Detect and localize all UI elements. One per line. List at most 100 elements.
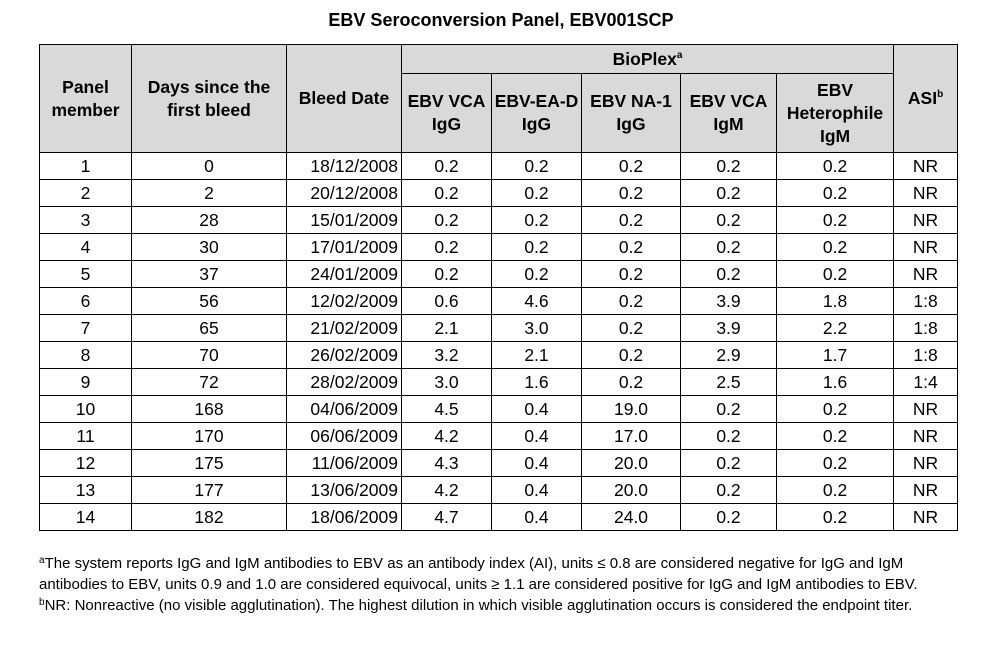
cell-panel-member: 4: [39, 233, 132, 261]
cell-heterophile-igm: 0.2: [775, 260, 895, 288]
cell-bleed-date: 12/02/2009: [286, 287, 402, 315]
cell-vca-igg: 3.2: [401, 341, 492, 369]
cell-panel-member: 1: [39, 152, 132, 180]
cell-asi: NR: [893, 179, 959, 207]
cell-panel-member: 2: [39, 179, 132, 207]
cell-vca-igg: 0.2: [401, 260, 492, 288]
footnotes: aThe system reports IgG and IgM antibodi…: [39, 553, 959, 616]
seroconversion-table: Panel member Days since the first bleed …: [39, 44, 959, 531]
cell-heterophile-igm: 0.2: [775, 476, 895, 504]
page-title: EBV Seroconversion Panel, EBV001SCP: [328, 10, 674, 30]
cell-days: 70: [131, 341, 287, 369]
cell-heterophile-igm: 0.2: [775, 233, 895, 261]
cell-panel-member: 14: [39, 503, 132, 531]
footnote-b-text: NR: Nonreactive (no visible agglutinatio…: [44, 597, 913, 614]
table-row: 5 37 24/01/2009 0.2 0.2 0.2 0.2 0.2 NR: [39, 260, 959, 288]
col-header-days: Days since the first bleed: [131, 44, 287, 153]
cell-asi: NR: [893, 449, 959, 477]
cell-ea-d-igg: 0.2: [491, 152, 582, 180]
cell-ea-d-igg: 0.2: [491, 206, 582, 234]
cell-bleed-date: 24/01/2009: [286, 260, 402, 288]
table-row: 6 56 12/02/2009 0.6 4.6 0.2 3.9 1.8 1:8: [39, 287, 959, 315]
cell-na1-igg: 0.2: [581, 287, 681, 315]
cell-vca-igm: 2.5: [680, 368, 777, 396]
table-row: 12 175 11/06/2009 4.3 0.4 20.0 0.2 0.2 NR: [39, 449, 959, 477]
table-body: 1 0 18/12/2008 0.2 0.2 0.2 0.2 0.2 NR 2 2 20/12/200…: [39, 152, 959, 531]
cell-bleed-date: 17/01/2009: [286, 233, 402, 261]
cell-heterophile-igm: 0.2: [775, 179, 895, 207]
cell-asi: NR: [893, 395, 959, 423]
col-header-vca-igg: EBV VCA IgG: [401, 73, 492, 153]
table-row: 10 168 04/06/2009 4.5 0.4 19.0 0.2 0.2 NR: [39, 395, 959, 423]
cell-panel-member: 13: [39, 476, 132, 504]
table-row: 9 72 28/02/2009 3.0 1.6 0.2 2.5 1.6 1:4: [39, 368, 959, 396]
footnote-b-mark: b: [39, 597, 45, 608]
cell-panel-member: 3: [39, 206, 132, 234]
cell-bleed-date: 20/12/2008: [286, 179, 402, 207]
cell-vca-igm: 0.2: [680, 395, 777, 423]
table-row: 4 30 17/01/2009 0.2 0.2 0.2 0.2 0.2 NR: [39, 233, 959, 261]
col-header-bleed-date: Bleed Date: [286, 44, 402, 153]
cell-panel-member: 8: [39, 341, 132, 369]
cell-bleed-date: 18/12/2008: [286, 152, 402, 180]
cell-days: 177: [131, 476, 287, 504]
table-row: 7 65 21/02/2009 2.1 3.0 0.2 3.9 2.2 1:8: [39, 314, 959, 342]
cell-panel-member: 9: [39, 368, 132, 396]
cell-na1-igg: 0.2: [581, 179, 681, 207]
cell-vca-igg: 0.6: [401, 287, 492, 315]
cell-bleed-date: 04/06/2009: [286, 395, 402, 423]
cell-asi: 1:4: [893, 368, 959, 396]
cell-na1-igg: 20.0: [581, 449, 681, 477]
table-row: 3 28 15/01/2009 0.2 0.2 0.2 0.2 0.2 NR: [39, 206, 959, 234]
cell-asi: NR: [893, 233, 959, 261]
cell-vca-igm: 3.9: [680, 287, 777, 315]
cell-panel-member: 10: [39, 395, 132, 423]
cell-ea-d-igg: 0.4: [491, 422, 582, 450]
cell-days: 175: [131, 449, 287, 477]
cell-na1-igg: 17.0: [581, 422, 681, 450]
cell-days: 168: [131, 395, 287, 423]
cell-days: 72: [131, 368, 287, 396]
cell-asi: 1:8: [893, 314, 959, 342]
footnote-ref-a: a: [676, 49, 683, 61]
asi-label: ASI: [907, 88, 938, 108]
cell-na1-igg: 0.2: [581, 152, 681, 180]
cell-na1-igg: 0.2: [581, 260, 681, 288]
col-header-na1-igg: EBV NA-1 IgG: [581, 73, 681, 153]
cell-na1-igg: 0.2: [581, 341, 681, 369]
cell-heterophile-igm: 2.2: [775, 314, 895, 342]
cell-vca-igm: 3.9: [680, 314, 777, 342]
cell-ea-d-igg: 1.6: [491, 368, 582, 396]
cell-ea-d-igg: 0.4: [491, 503, 582, 531]
col-header-bioplex: BioPlexa: [400, 44, 895, 74]
table-row: 13 177 13/06/2009 4.2 0.4 20.0 0.2 0.2 NR: [39, 476, 959, 504]
cell-heterophile-igm: 1.8: [775, 287, 895, 315]
cell-days: 56: [131, 287, 287, 315]
cell-na1-igg: 0.2: [581, 368, 681, 396]
table-row: 14 182 18/06/2009 4.7 0.4 24.0 0.2 0.2 NR: [39, 503, 959, 531]
cell-vca-igg: 0.2: [401, 206, 492, 234]
cell-na1-igg: 24.0: [581, 503, 681, 531]
cell-panel-member: 11: [39, 422, 132, 450]
cell-ea-d-igg: 0.2: [491, 260, 582, 288]
table-row: 2 2 20/12/2008 0.2 0.2 0.2 0.2 0.2 NR: [39, 179, 959, 207]
cell-panel-member: 12: [39, 449, 132, 477]
col-header-asi: ASIb: [893, 44, 959, 153]
cell-ea-d-igg: 2.1: [491, 341, 582, 369]
cell-bleed-date: 11/06/2009: [286, 449, 402, 477]
col-header-panel-member: Panel member: [39, 44, 132, 153]
cell-bleed-date: 26/02/2009: [286, 341, 402, 369]
cell-panel-member: 6: [39, 287, 132, 315]
cell-heterophile-igm: 0.2: [775, 395, 895, 423]
cell-vca-igg: 4.7: [401, 503, 492, 531]
cell-heterophile-igm: 0.2: [775, 206, 895, 234]
cell-bleed-date: 28/02/2009: [286, 368, 402, 396]
cell-ea-d-igg: 0.2: [491, 179, 582, 207]
col-header-heterophile-igm: EBV Heterophile IgM: [775, 73, 895, 153]
cell-days: 170: [131, 422, 287, 450]
footnote-ref-b: b: [937, 89, 944, 100]
cell-vca-igg: 4.3: [401, 449, 492, 477]
cell-days: 0: [131, 152, 287, 180]
cell-heterophile-igm: 0.2: [775, 152, 895, 180]
cell-vca-igm: 0.2: [680, 233, 777, 261]
